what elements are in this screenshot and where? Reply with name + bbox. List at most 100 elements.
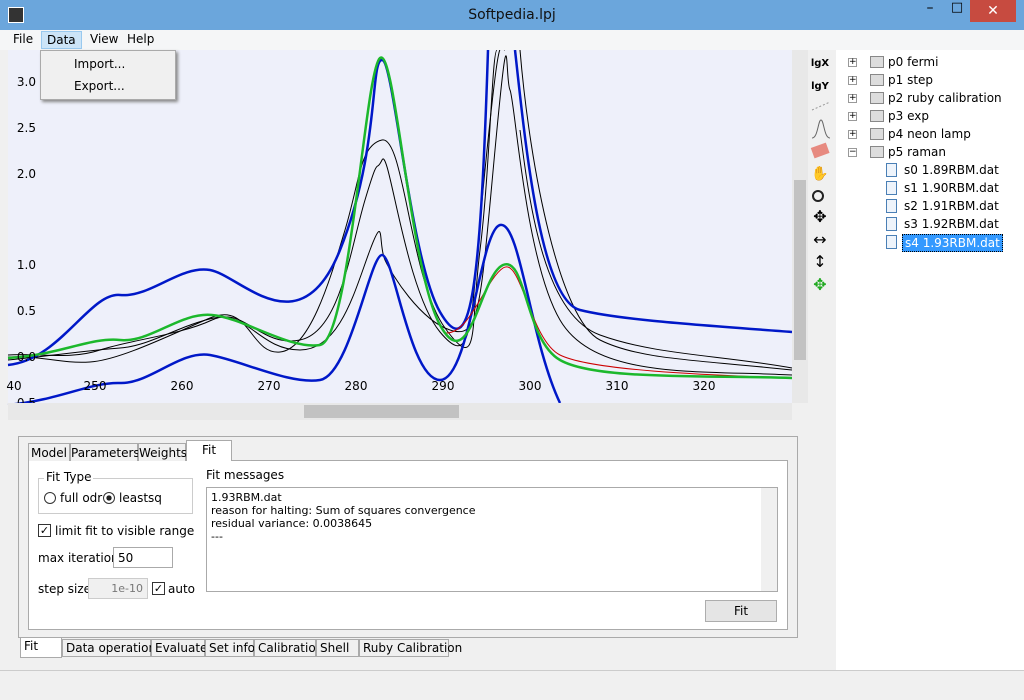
checkbox-label[interactable]: auto [168,582,196,596]
tree-item[interactable]: s4 1.93RBM.dat [902,234,1003,252]
bottom-tab[interactable]: Shell [316,639,359,657]
message-line: residual variance: 0.0038645 [211,517,373,530]
tool-vscale[interactable]: ↕ [813,252,826,271]
expander[interactable]: + [848,111,857,121]
tick-label: 1.0 [17,258,36,272]
tree-item[interactable]: p3 exp [888,109,929,123]
tool-zoom[interactable] [812,190,824,202]
status-bar [0,670,1024,700]
menu-item[interactable]: File [13,32,34,46]
bottom-tab[interactable]: Fit [20,638,62,658]
expander[interactable]: − [848,147,857,157]
tool-eraser[interactable] [810,142,830,159]
spin-box[interactable]: 50 [113,547,173,568]
radio-selected[interactable] [103,492,115,504]
expander[interactable]: + [848,75,857,85]
tab[interactable]: Model [28,443,70,461]
bottom-tab[interactable]: Evaluate [151,639,207,657]
message-line: reason for halting: Sum of squares conve… [211,504,476,517]
tool-hand[interactable]: ✋ [811,165,828,182]
tick-label: 2.5 [17,121,36,135]
bottom-tab[interactable]: Ruby Calibration [359,639,462,657]
file-icon [886,217,897,231]
file-icon [886,199,897,213]
curve [7,55,793,376]
tick-label: 300 [519,379,542,393]
radio-label[interactable]: leastsq [119,491,162,505]
messages-box: 1.93RBM.dat reason for halting: Sum of sq… [206,487,778,592]
tick-label: 280 [345,379,368,393]
tick-label: 0.5 [17,304,36,318]
tool-hscale[interactable]: ↔ [813,230,826,249]
tree-item[interactable]: s2 1.91RBM.dat [904,199,999,213]
fit-button[interactable]: Fit [705,600,777,622]
close-button[interactable]: ✕ [970,0,1016,22]
expander[interactable]: + [848,93,857,103]
menu-item[interactable]: View [90,32,119,46]
window-title: Softpedia.lpj [468,7,556,23]
bottom-tab[interactable]: Set info [205,639,255,657]
tick-label: 320 [693,379,716,393]
checkbox[interactable]: ✓ [152,582,165,595]
folder-icon [870,110,884,122]
menu-item[interactable]: Help [127,32,155,46]
menu-option[interactable]: Export... [74,79,125,93]
expander[interactable]: + [848,129,857,139]
curve [519,129,793,369]
menu-item[interactable]: Data [41,31,82,49]
tick-label: 290 [432,379,455,393]
field-label: step size [38,582,92,596]
bottom-tab[interactable]: Data operations [62,639,162,657]
radio-label[interactable]: full odr [60,491,103,505]
tool-peak[interactable] [811,119,831,139]
tab[interactable]: Parameters [70,443,140,461]
folder-icon [870,74,884,86]
menu-option[interactable]: Import... [74,57,126,71]
tree-item[interactable]: s1 1.90RBM.dat [904,181,999,195]
tree-item[interactable]: s0 1.89RBM.dat [904,163,999,177]
file-icon [886,163,897,177]
checkbox-label[interactable]: limit fit to visible range [55,524,195,538]
tree-item[interactable]: p0 fermi [888,55,939,69]
scroll-thumb[interactable] [794,180,806,360]
tick-label: 260 [171,379,194,393]
tick-label: 250 [84,379,107,393]
dropdown-menu: Import... Export... [40,50,176,100]
plot-area: 3.02.52.01.00.50.00.54025026027028029030… [6,50,836,420]
tree-item[interactable]: p1 step [888,73,934,87]
minimize-button[interactable]: – [926,0,934,16]
tree-item[interactable]: s3 1.92RBM.dat [904,217,999,231]
tick-label: 2.0 [17,167,36,181]
plot-background [8,50,792,403]
scroll-thumb[interactable] [304,405,459,418]
tree-item[interactable]: p5 raman [888,145,947,159]
expander[interactable]: + [848,57,857,67]
tab[interactable]: Fit [186,440,232,461]
tree-item[interactable]: p4 neon lamp [888,127,971,141]
bottom-tab[interactable]: Calibration [254,639,323,657]
tick-label: 0.0 [17,350,36,364]
tab[interactable]: Weights [138,443,187,461]
maximize-button[interactable]: □ [950,0,964,15]
input[interactable]: 1e-10 [88,578,148,599]
scrollbar[interactable] [761,488,777,591]
radio[interactable] [44,492,56,504]
tick-label: 40 [6,379,21,393]
field-label: max iterations [38,551,125,565]
tick-label: 270 [258,379,281,393]
tree-item[interactable]: p2 ruby calibration [888,91,1002,105]
folder-icon [870,128,884,140]
folder-icon [870,92,884,104]
tool-line[interactable] [811,101,831,111]
envelope-upper [7,50,793,367]
file-icon [886,235,897,249]
curve [7,50,498,363]
tool-move-green[interactable]: ✥ [813,275,826,294]
tool-move[interactable]: ✥ [813,207,826,226]
tick-label: 3.0 [17,75,36,89]
tool-lgx[interactable]: lgX [811,58,830,69]
envelope-lower [7,223,562,407]
tool-lgy[interactable]: lgY [811,81,830,92]
checkbox[interactable]: ✓ [38,524,51,537]
